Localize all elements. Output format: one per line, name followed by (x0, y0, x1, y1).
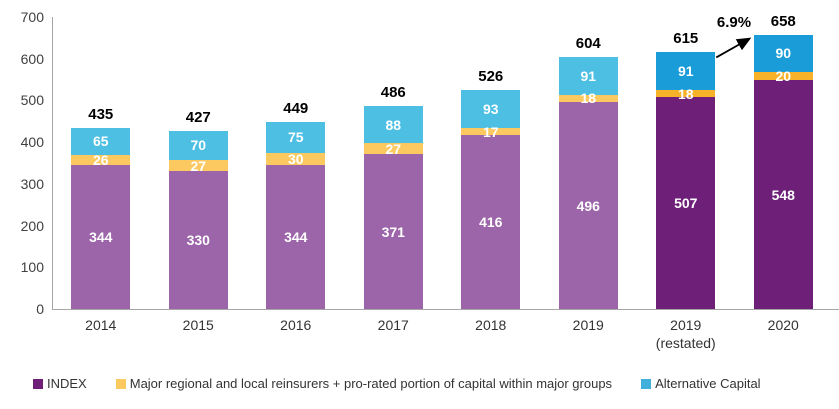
segment-value-label: 20 (775, 68, 792, 85)
legend-item: Alternative Capital (641, 376, 761, 391)
bar-segment: 91 (656, 52, 716, 90)
bar-total-label: 658 (770, 12, 796, 30)
segment-value-label: 88 (385, 116, 402, 133)
bar-total-label: 486 (380, 84, 406, 102)
bar-total-label: 526 (478, 67, 504, 85)
legend-label: Alternative Capital (655, 376, 761, 391)
segment-value-label: 496 (576, 197, 600, 214)
segment-value-label: 93 (482, 100, 499, 117)
x-axis-label: 2019 (restated) (655, 317, 716, 351)
x-axis-line (52, 309, 839, 310)
segment-value-label: 91 (677, 63, 694, 79)
legend-item: Major regional and local reinsurers + pr… (115, 376, 613, 391)
y-axis-tick-label: 400 (20, 134, 44, 151)
stacked-bar-2016: 75 30 344 (266, 121, 326, 309)
y-axis-line (52, 17, 53, 309)
bar-segment: 18 (558, 91, 618, 105)
stacked-bar-2018: 93 17 416 (461, 89, 521, 309)
bar-total-label: 615 (673, 30, 699, 48)
segment-value-label: 70 (190, 137, 207, 154)
segment-value-label: 75 (287, 129, 304, 146)
legend-label: Major regional and local reinsurers + pr… (129, 376, 613, 391)
growth-annotation-label: 6.9% (716, 14, 752, 31)
bar-segment: 496 (558, 102, 618, 309)
bar-segment: 507 (656, 97, 716, 309)
x-axis-label: 2014 (85, 317, 117, 333)
segment-value-label: 27 (385, 140, 402, 157)
x-axis-label: 2020 (767, 317, 799, 333)
bar-segment: 330 (168, 171, 228, 309)
bar-segment: 27 (363, 140, 423, 157)
chart-legend: INDEX Major regional and local reinsurers… (33, 376, 761, 391)
x-axis-label: 2019 (572, 317, 604, 333)
bar-segment: 20 (753, 68, 813, 85)
segment-value-label: 371 (381, 223, 405, 240)
y-axis-tick-label: 200 (20, 217, 44, 234)
bar-segment: 91 (558, 56, 618, 95)
legend-label: INDEX (47, 376, 87, 391)
stacked-bar-2020: 90 20 548 (753, 34, 813, 309)
stacked-bar-2019: 91 18 496 (558, 56, 618, 309)
segment-value-label: 90 (775, 45, 792, 62)
bar-segment: 344 (266, 165, 326, 309)
bar-segment: 17 (461, 125, 521, 139)
bar-segment: 30 (266, 151, 326, 168)
stacked-bar-2019-restated-: 91 18 507 (656, 52, 716, 309)
segment-value-label: 344 (89, 229, 113, 246)
y-axis-tick-label: 0 (36, 301, 44, 317)
bar-total-label: 604 (575, 34, 601, 52)
segment-value-label: 27 (190, 157, 207, 174)
segment-value-label: 91 (580, 67, 597, 84)
bar-segment: 27 (168, 157, 228, 174)
bar-segment: 90 (753, 34, 813, 73)
segment-value-label: 344 (284, 229, 308, 246)
segment-value-label: 18 (677, 85, 694, 102)
stacked-bar-2014: 65 26 344 (71, 127, 131, 309)
bar-segment: 344 (71, 165, 131, 309)
segment-value-label: 18 (580, 90, 597, 107)
y-axis-tick-label: 500 (20, 92, 44, 109)
bar-segment: 70 (168, 130, 228, 161)
legend-swatch (641, 378, 652, 389)
legend-item: INDEX (33, 376, 87, 391)
segment-value-label: 26 (92, 152, 109, 169)
x-axis-label: 2017 (377, 317, 409, 333)
legend-swatch (33, 378, 43, 389)
segment-value-label: 65 (92, 133, 109, 150)
bar-segment: 371 (363, 154, 423, 309)
bar-total-label: 449 (283, 99, 309, 117)
segment-value-label: 507 (674, 195, 698, 212)
legend-swatch (115, 378, 126, 389)
y-axis-tick-label: 700 (20, 9, 44, 25)
bar-segment: 26 (71, 152, 131, 169)
bar-segment: 548 (753, 80, 813, 309)
bar-segment: 18 (656, 85, 716, 102)
x-axis-label: 2018 (475, 317, 507, 333)
y-axis-tick-label: 300 (20, 175, 44, 192)
bar-total-label: 435 (88, 105, 114, 123)
y-axis-tick-label: 600 (20, 50, 44, 67)
stacked-bar-2015: 70 27 330 (168, 130, 228, 309)
bar-segment: 75 (266, 121, 326, 153)
bar-total-label: 427 (185, 108, 211, 126)
segment-value-label: 17 (482, 123, 499, 140)
bar-segment: 88 (363, 106, 423, 143)
y-axis-tick-label: 100 (20, 259, 44, 276)
bar-segment: 65 (71, 127, 131, 155)
segment-value-label: 548 (771, 186, 795, 203)
bar-segment: 93 (461, 89, 521, 129)
stacked-bar-2017: 88 27 371 (363, 106, 423, 309)
segment-value-label: 30 (287, 151, 304, 168)
bar-segment: 416 (461, 135, 521, 309)
x-axis-label: 2016 (280, 317, 312, 333)
segment-value-label: 416 (479, 214, 503, 231)
x-axis-label: 2015 (182, 317, 214, 333)
segment-value-label: 330 (186, 232, 210, 249)
